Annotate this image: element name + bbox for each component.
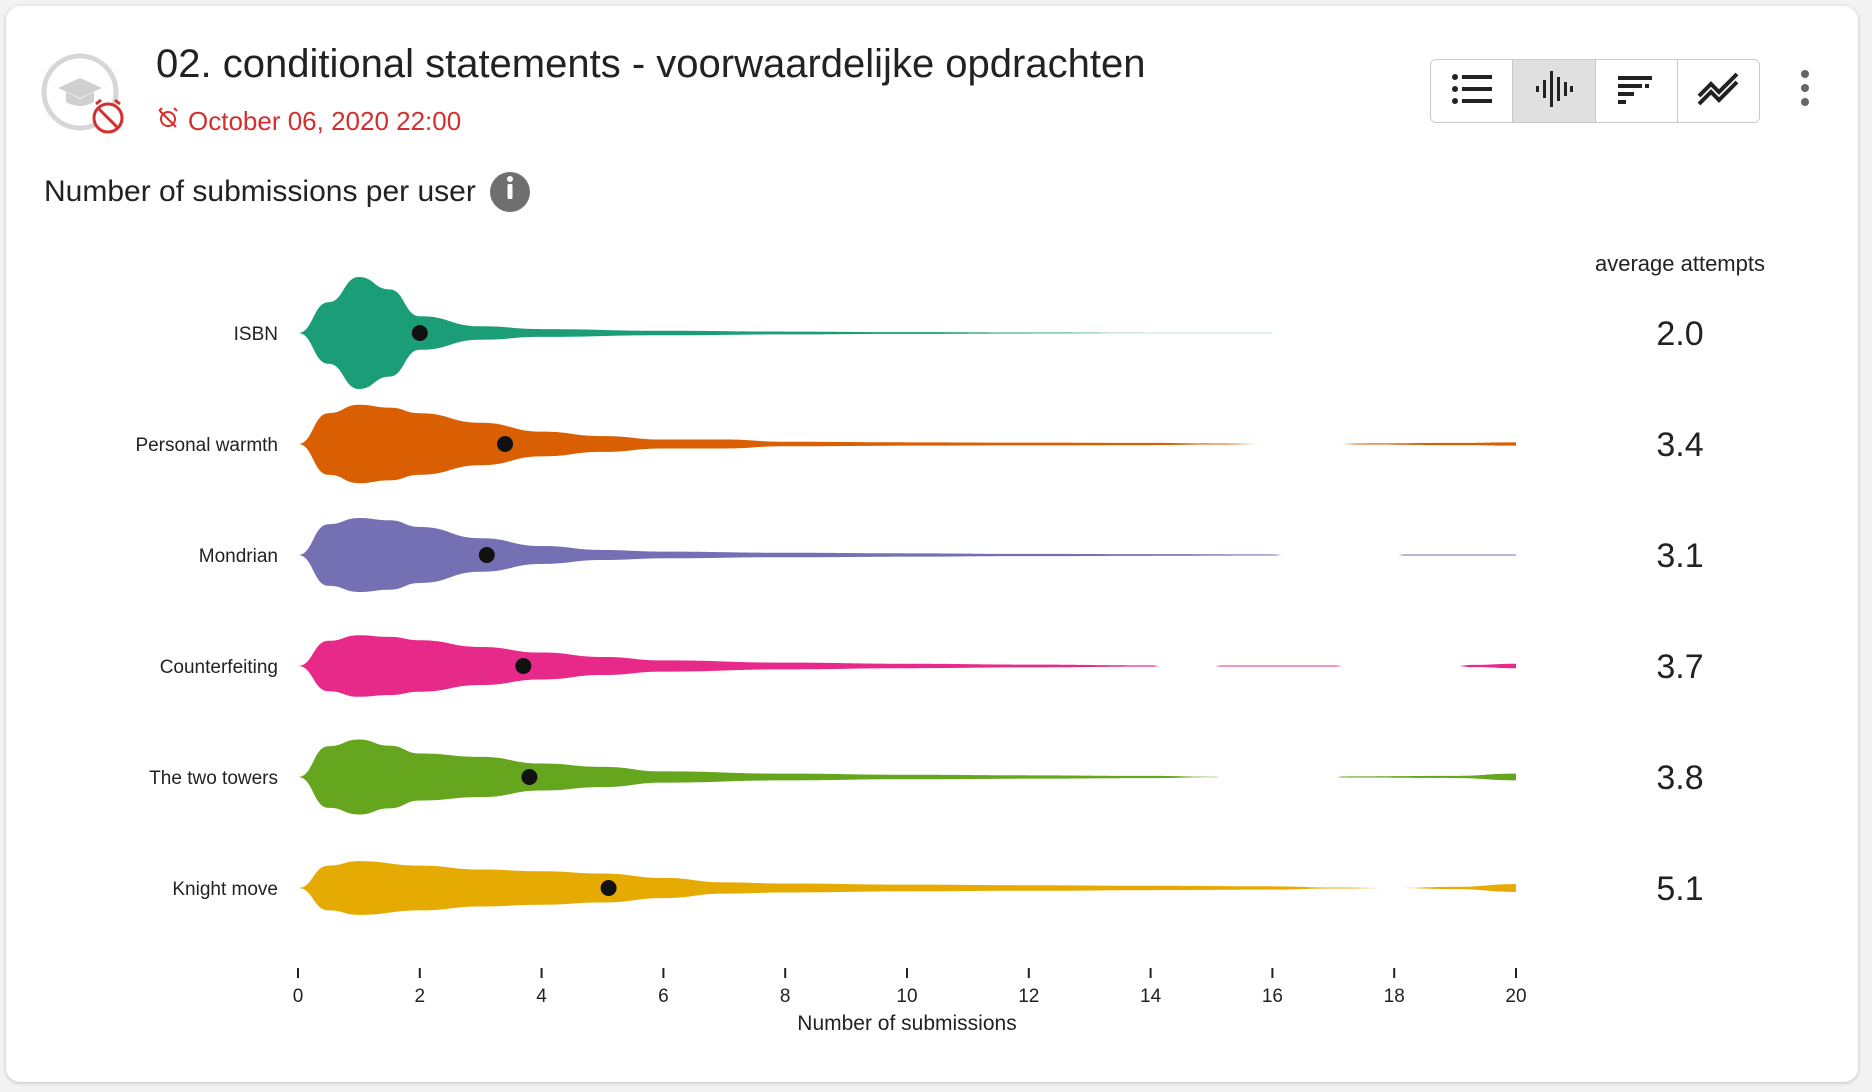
x-tick-label-2: 4 [536, 986, 547, 1007]
x-tick-label-10: 20 [1505, 986, 1526, 1007]
chart-subtitle-text: Number of submissions per user [44, 175, 476, 208]
timeseries-icon [1697, 72, 1739, 111]
category-label-1: Personal warmth [135, 435, 278, 456]
deadline: October 06, 2020 22:00 [156, 106, 461, 137]
category-label-4: The two towers [149, 768, 278, 789]
mean-marker-4 [521, 769, 538, 785]
average-value-0: 2.0 [1656, 315, 1703, 353]
deadline-text: October 06, 2020 22:00 [188, 106, 462, 136]
stacked-view-button[interactable] [1595, 60, 1678, 122]
timeseries-view-button[interactable] [1677, 60, 1759, 122]
mean-marker-0 [411, 325, 428, 341]
mean-marker-5 [600, 880, 617, 896]
category-label-5: Knight move [172, 879, 278, 900]
violin-0 [298, 277, 1273, 389]
violin-1 [298, 404, 1516, 484]
x-tick-label-4: 8 [780, 986, 791, 1007]
alarm-off-icon [156, 106, 180, 137]
violin-2 [298, 518, 1516, 592]
stacked-bars-icon [1618, 74, 1654, 109]
x-axis-label: Number of submissions [797, 1012, 1016, 1035]
violin-4 [298, 739, 1516, 815]
average-value-2: 3.1 [1656, 537, 1703, 575]
violin-3 [298, 635, 1516, 697]
info-icon [490, 168, 530, 216]
list-view-button[interactable] [1431, 60, 1514, 122]
x-tick-label-8: 16 [1262, 986, 1283, 1007]
violin-icon [1534, 69, 1574, 114]
stat-column-header: average attempts [1595, 251, 1765, 276]
mean-marker-2 [478, 547, 495, 563]
mean-marker-3 [515, 658, 532, 674]
chart-subtitle: Number of submissions per user [44, 172, 530, 212]
violin-view-button[interactable] [1513, 60, 1596, 122]
average-value-3: 3.7 [1656, 648, 1703, 686]
info-button[interactable] [489, 172, 530, 212]
x-tick-label-0: 0 [293, 986, 304, 1007]
category-label-0: ISBN [234, 324, 278, 345]
x-tick-label-9: 18 [1384, 986, 1405, 1007]
violin-5 [298, 861, 1516, 915]
average-value-5: 5.1 [1656, 870, 1703, 908]
mean-marker-1 [497, 436, 514, 452]
x-tick-label-7: 14 [1140, 986, 1162, 1007]
course-deadline-icon [40, 48, 136, 144]
average-value-1: 3.4 [1656, 426, 1703, 464]
x-tick-label-1: 2 [415, 986, 426, 1007]
category-label-3: Counterfeiting [160, 657, 278, 678]
x-tick-label-5: 10 [896, 986, 917, 1007]
category-label-2: Mondrian [199, 546, 278, 567]
more-vert-icon [1800, 69, 1810, 111]
list-icon [1451, 73, 1492, 110]
visualization-toggle [1430, 59, 1760, 123]
x-tick-label-6: 12 [1018, 986, 1039, 1007]
more-options-button[interactable] [1792, 68, 1818, 112]
series-title: 02. conditional statements - voorwaardel… [156, 42, 1146, 86]
average-value-4: 3.8 [1656, 759, 1703, 797]
x-tick-label-3: 6 [658, 986, 669, 1007]
